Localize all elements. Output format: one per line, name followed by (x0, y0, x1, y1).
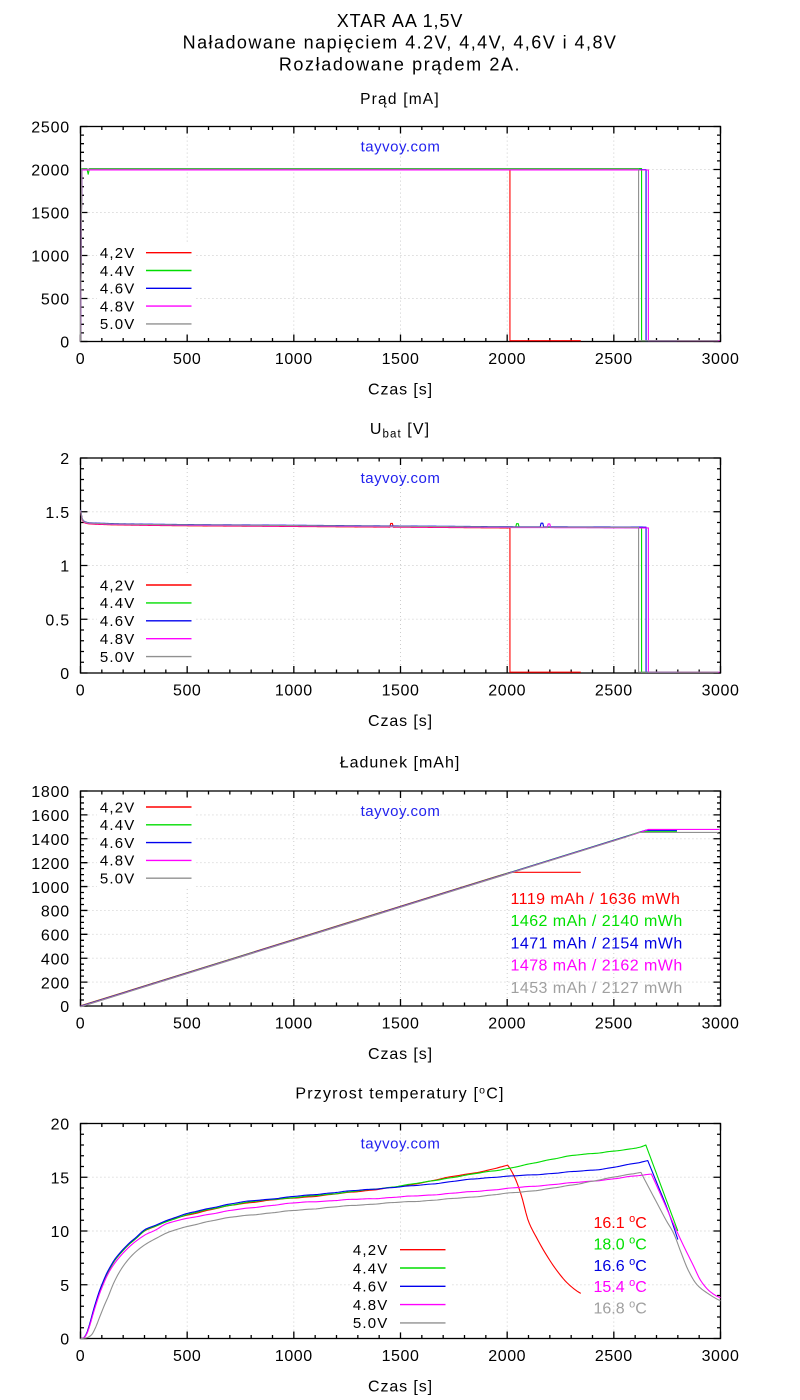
svg-text:2500: 2500 (595, 1348, 633, 1365)
svg-text:0: 0 (60, 999, 70, 1016)
svg-text:800: 800 (41, 904, 70, 921)
svg-text:1000: 1000 (275, 1015, 313, 1032)
svg-text:1000: 1000 (31, 880, 70, 897)
svg-text:1: 1 (60, 559, 70, 576)
svg-text:0: 0 (60, 666, 70, 683)
svg-text:16.6 oC: 16.6 oC (594, 1256, 647, 1275)
svg-text:1600: 1600 (31, 808, 70, 825)
svg-text:2000: 2000 (488, 1015, 526, 1032)
svg-text:200: 200 (41, 975, 70, 992)
svg-text:2500: 2500 (595, 351, 633, 368)
svg-text:500: 500 (173, 682, 201, 699)
svg-text:20: 20 (51, 1117, 70, 1134)
svg-text:0: 0 (60, 335, 70, 352)
svg-text:4.8V: 4.8V (100, 853, 136, 870)
svg-text:5.0V: 5.0V (100, 316, 136, 333)
svg-text:4.6V: 4.6V (100, 835, 136, 852)
svg-text:4,2V: 4,2V (100, 577, 136, 594)
svg-text:1000: 1000 (275, 1348, 313, 1365)
svg-text:10: 10 (51, 1224, 70, 1241)
svg-text:3000: 3000 (702, 1348, 740, 1365)
svg-text:1462 mAh / 2140 mWh: 1462 mAh / 2140 mWh (511, 913, 683, 930)
svg-text:1119 mAh / 1636 mWh: 1119 mAh / 1636 mWh (511, 891, 681, 908)
svg-text:1.5: 1.5 (45, 505, 70, 522)
svg-text:1500: 1500 (382, 1015, 420, 1032)
svg-text:500: 500 (173, 1015, 201, 1032)
svg-text:4.4V: 4.4V (100, 817, 136, 834)
svg-text:0: 0 (76, 351, 85, 368)
svg-text:500: 500 (173, 1348, 201, 1365)
svg-text:Ładunek [mAh]: Ładunek [mAh] (340, 755, 461, 772)
svg-text:4.4V: 4.4V (100, 595, 136, 612)
svg-text:5.0V: 5.0V (100, 871, 136, 888)
svg-text:1800: 1800 (31, 784, 70, 801)
svg-text:500: 500 (173, 351, 201, 368)
svg-text:Rozładowane prądem 2A.: Rozładowane prądem 2A. (279, 55, 521, 75)
svg-text:2000: 2000 (488, 1348, 526, 1365)
svg-text:5.0V: 5.0V (353, 1315, 389, 1332)
svg-text:0: 0 (76, 682, 85, 699)
svg-text:tayvoy.com: tayvoy.com (361, 803, 441, 820)
svg-text:15.4 oC: 15.4 oC (594, 1277, 647, 1296)
svg-text:15: 15 (51, 1171, 70, 1188)
svg-text:400: 400 (41, 951, 70, 968)
svg-text:4.4V: 4.4V (100, 263, 136, 280)
svg-text:1500: 1500 (382, 351, 420, 368)
svg-text:2000: 2000 (488, 351, 526, 368)
svg-text:1000: 1000 (275, 682, 313, 699)
svg-text:1000: 1000 (31, 249, 70, 266)
svg-text:1471 mAh / 2154 mWh: 1471 mAh / 2154 mWh (511, 935, 683, 952)
svg-text:1500: 1500 (31, 206, 70, 223)
svg-text:0: 0 (76, 1015, 85, 1032)
svg-text:1478 mAh / 2162 mWh: 1478 mAh / 2162 mWh (511, 958, 683, 975)
svg-text:0: 0 (60, 1332, 70, 1349)
svg-text:Czas [s]: Czas [s] (368, 1379, 433, 1396)
svg-text:4.4V: 4.4V (353, 1260, 389, 1277)
svg-text:2500: 2500 (595, 682, 633, 699)
svg-text:4.8V: 4.8V (100, 631, 136, 648)
svg-text:Przyrost temperatury [oC]: Przyrost temperatury [oC] (295, 1084, 504, 1102)
svg-text:Prąd [mA]: Prąd [mA] (360, 91, 440, 108)
svg-text:1400: 1400 (31, 832, 70, 849)
svg-text:2000: 2000 (488, 682, 526, 699)
svg-text:XTAR AA 1,5V: XTAR AA 1,5V (337, 11, 464, 31)
svg-text:Czas [s]: Czas [s] (368, 382, 433, 399)
svg-text:3000: 3000 (702, 1015, 740, 1032)
svg-text:16.1 oC: 16.1 oC (594, 1213, 647, 1232)
svg-text:4.8V: 4.8V (100, 298, 136, 315)
svg-text:4.8V: 4.8V (353, 1297, 389, 1314)
svg-text:4.6V: 4.6V (100, 281, 136, 298)
svg-text:tayvoy.com: tayvoy.com (361, 139, 441, 156)
svg-text:2: 2 (60, 451, 70, 468)
svg-text:Naładowane napięciem 4.2V, 4,4: Naładowane napięciem 4.2V, 4,4V, 4,6V i … (183, 32, 618, 52)
svg-text:0: 0 (76, 1348, 85, 1365)
svg-text:600: 600 (41, 928, 70, 945)
svg-text:500: 500 (41, 292, 70, 309)
svg-text:18.0 oC: 18.0 oC (594, 1234, 647, 1253)
svg-text:4.6V: 4.6V (100, 613, 136, 630)
svg-text:1500: 1500 (382, 1348, 420, 1365)
svg-text:Czas [s]: Czas [s] (368, 1046, 433, 1063)
svg-text:tayvoy.com: tayvoy.com (361, 1136, 441, 1153)
svg-text:3000: 3000 (702, 682, 740, 699)
svg-text:1200: 1200 (31, 856, 70, 873)
svg-text:4,2V: 4,2V (353, 1242, 389, 1259)
svg-text:4.6V: 4.6V (353, 1279, 389, 1296)
svg-text:1500: 1500 (382, 682, 420, 699)
svg-text:2500: 2500 (31, 120, 70, 137)
svg-text:tayvoy.com: tayvoy.com (361, 470, 441, 487)
svg-text:16.8 oC: 16.8 oC (594, 1299, 647, 1318)
svg-text:2000: 2000 (31, 163, 70, 180)
svg-text:Czas [s]: Czas [s] (368, 713, 433, 730)
svg-text:1000: 1000 (275, 351, 313, 368)
svg-text:1453 mAh / 2127 mWh: 1453 mAh / 2127 mWh (511, 980, 683, 997)
svg-text:2500: 2500 (595, 1015, 633, 1032)
svg-text:4,2V: 4,2V (100, 245, 136, 262)
svg-text:5.0V: 5.0V (100, 649, 136, 666)
svg-text:0.5: 0.5 (45, 613, 70, 630)
svg-text:3000: 3000 (702, 351, 740, 368)
svg-text:5: 5 (60, 1278, 70, 1295)
svg-text:4,2V: 4,2V (100, 799, 136, 816)
